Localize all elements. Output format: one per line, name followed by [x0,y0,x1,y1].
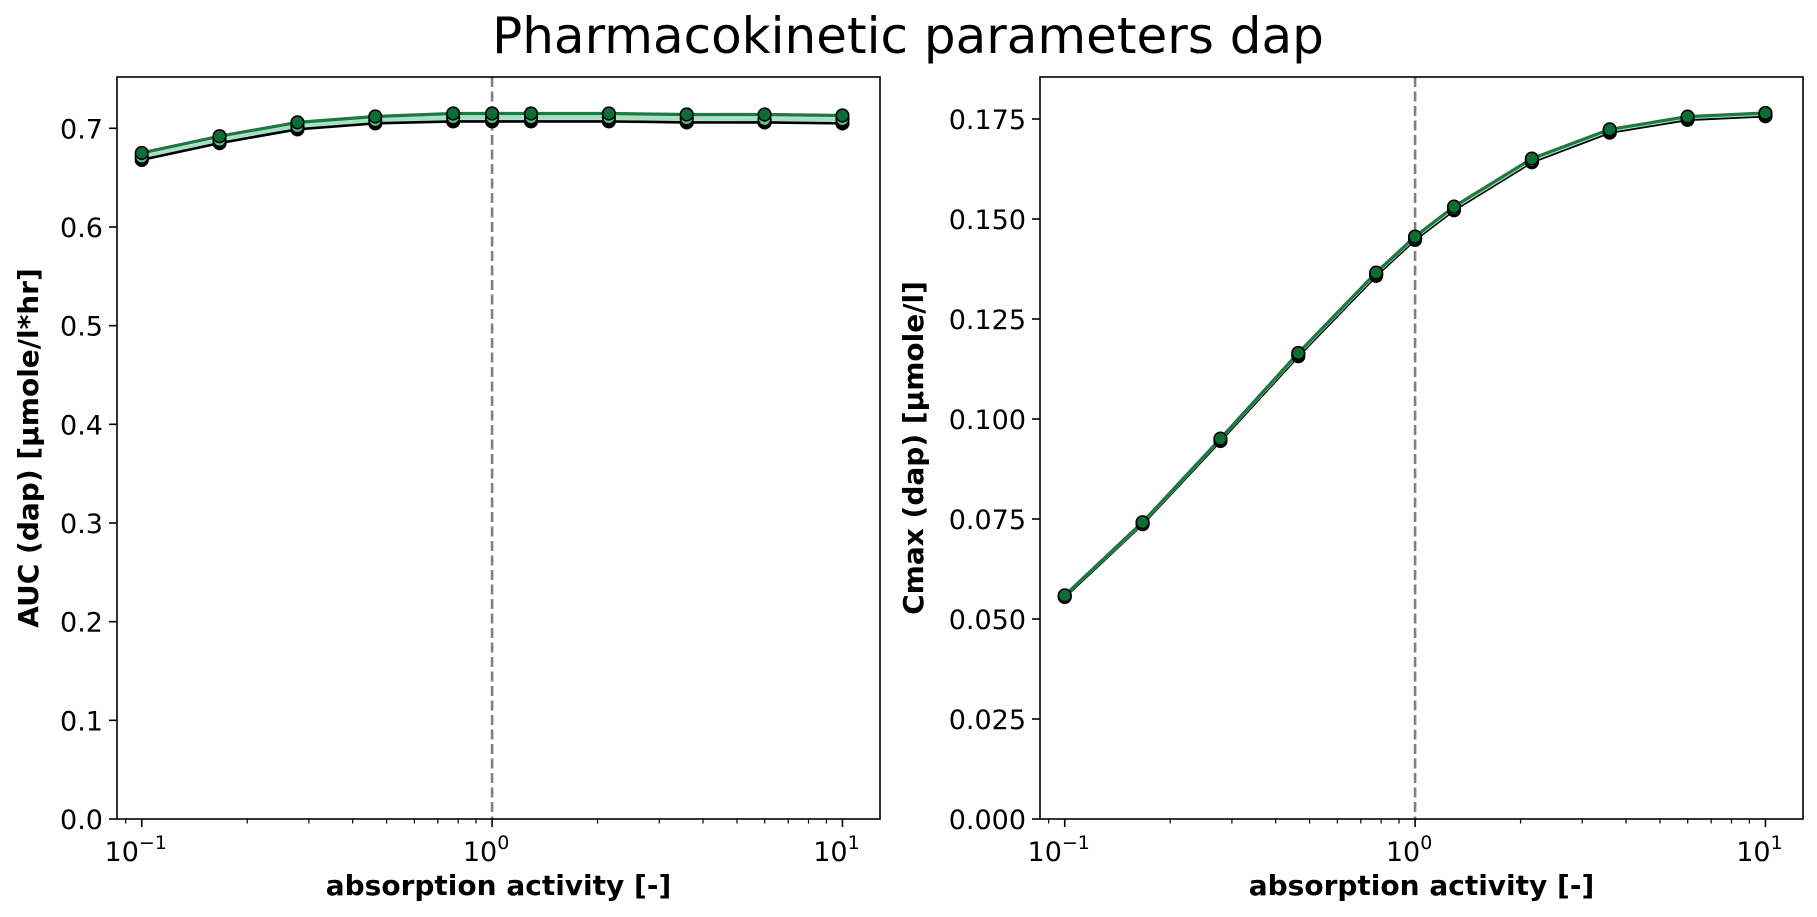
cmax-y-tick-label: 0.025 [949,705,1026,736]
auc-y-tick-label: 0.3 [60,509,103,540]
cmax-point-s2-9 [1680,109,1695,124]
auc-panel: 10−1 100 101 0.0 0.1 0.2 0.3 0.4 0.5 0.6 0.7 absorp… [12,76,881,902]
auc-point-s2-9 [757,107,772,122]
cmax-x-axis-label: absorption activity [-] [1249,869,1595,902]
cmax-point-s2-7 [1524,151,1539,166]
auc-plot-frame [116,76,881,820]
auc-y-tick-label: 0.6 [60,213,103,244]
auc-y-tick-label: 0.4 [60,410,103,441]
cmax-y-tick-label: 0.100 [949,405,1026,436]
cmax-y-tick-label: 0.125 [949,305,1026,336]
cmax-y-tick-label: 0.175 [949,105,1026,136]
cmax-panel: 10−1 100 101 0.000 0.025 0.050 0.075 0.100 0.125… [897,76,1804,902]
cmax-point-s2-5 [1407,229,1423,244]
auc-x-tick-label: 100 [463,832,509,868]
cmax-y-tick-label: 0.050 [949,605,1026,636]
cmax-plot-frame [1039,76,1804,820]
cmax-x-tick-label: 100 [1386,832,1432,868]
auc-y-axis-label: AUC (dap) [µmole/l*hr] [12,268,45,628]
auc-point-s2-5 [484,106,500,121]
auc-x-tick-label: 101 [813,832,859,868]
cmax-x-tick-label: 10−1 [1028,832,1090,868]
auc-point-s2-6 [523,106,539,121]
auc-y-tick-label: 0.5 [60,312,103,343]
auc-y-tick-label: 0.1 [60,706,103,737]
cmax-point-s2-0 [1057,588,1072,603]
cmax-point-s2-10 [1758,105,1773,121]
auc-y-tick-label: 0.0 [60,805,103,836]
cmax-point-s2-1 [1135,515,1150,530]
cmax-x-tick-label: 101 [1736,832,1782,868]
cmax-y-tick-label: 0.000 [949,805,1026,836]
cmax-series-group [1057,105,1773,605]
auc-point-s2-0 [134,145,149,161]
auc-point-s2-4 [446,106,461,121]
auc-point-s2-7 [601,106,616,121]
auc-point-s2-10 [835,108,850,123]
auc-point-s2-2 [290,115,305,130]
auc-y-tick-label: 0.2 [60,608,103,639]
auc-y-tick-label: 0.7 [60,114,103,145]
cmax-point-s2-3 [1291,345,1306,361]
auc-point-s2-1 [212,129,227,144]
cmax-y-axis-label: Cmax (dap) [µmole/l] [897,281,930,615]
cmax-y-tick-label: 0.075 [949,505,1026,536]
figure-title: Pharmacokinetic parameters dap [492,7,1324,65]
auc-point-s2-3 [368,109,383,124]
auc-series-group [134,106,850,167]
cmax-y-tick-label: 0.150 [949,205,1026,236]
cmax-point-s2-2 [1213,431,1228,446]
auc-x-tick-label: 10−1 [105,832,167,868]
cmax-point-s2-4 [1369,265,1384,280]
cmax-point-s2-6 [1446,199,1462,214]
cmax-point-s2-8 [1602,122,1617,137]
auc-x-axis-label: absorption activity [-] [326,869,672,902]
auc-point-s2-8 [679,107,694,122]
